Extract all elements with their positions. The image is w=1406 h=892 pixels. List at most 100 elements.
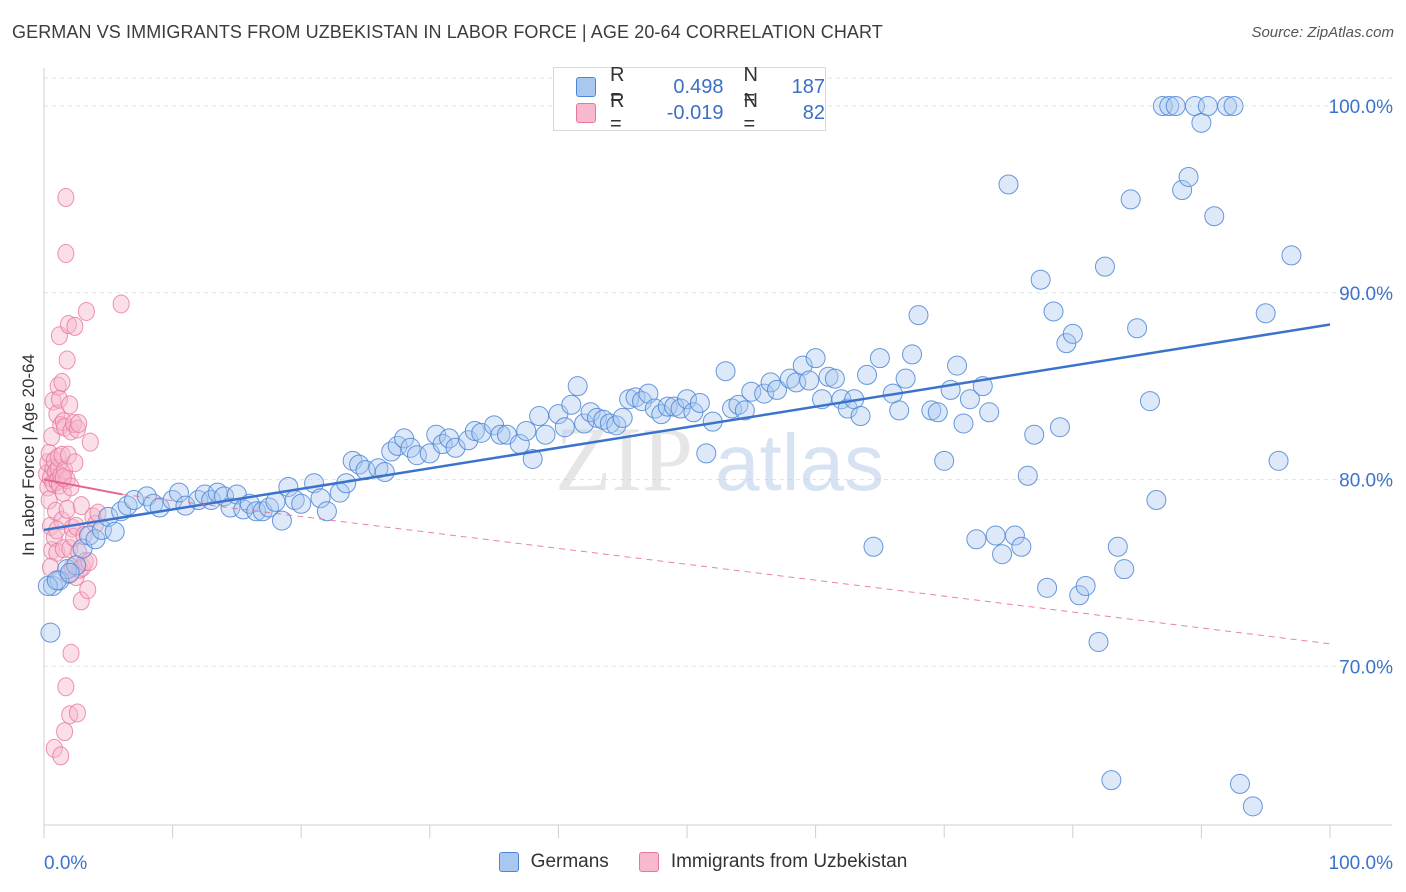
series-swatch-germans [498, 852, 519, 872]
uzbek-point [58, 499, 76, 519]
german-point [959, 389, 980, 410]
uzbek-point [77, 301, 95, 321]
german-point [46, 570, 67, 591]
german-point [104, 521, 125, 542]
uzbek-trend-line-solid [43, 478, 123, 496]
legend-swatch-germans [576, 77, 596, 97]
german-point [1159, 96, 1180, 117]
uzbek-point [56, 722, 74, 742]
german-point [1024, 424, 1045, 445]
y-axis-label: In Labor Force | Age 20-64 [19, 354, 38, 556]
german-point [259, 497, 280, 518]
german-point [567, 376, 588, 397]
uzbek-point [70, 413, 88, 433]
legend-n-value-germans: 187 [791, 75, 825, 98]
trend-layer [43, 323, 1331, 645]
german-point [953, 413, 974, 434]
german-point [1011, 536, 1032, 557]
uzbek-point [80, 552, 98, 572]
german-point [124, 490, 145, 511]
chart-title: GERMAN VS IMMIGRANTS FROM UZBEKISTAN IN … [12, 22, 883, 42]
german-point [908, 305, 929, 326]
uzbek-point [75, 526, 93, 546]
uzbek-point [52, 746, 70, 766]
german-point [1037, 577, 1058, 598]
label-layer: 70.0% 80.0% 90.0% 100.0% 0.0% 100.0% In Labor … [19, 97, 1393, 874]
uzbek-point [66, 453, 84, 473]
german-point [368, 458, 389, 479]
uzbek-points [38, 188, 130, 766]
german-point [625, 387, 646, 408]
german-point [1107, 536, 1128, 557]
legend-n-label: N = [743, 64, 758, 109]
german-point [310, 488, 331, 509]
german-point [889, 400, 910, 421]
uzbek-point [57, 244, 75, 264]
series-legend-uzbek: Immigrants from Uzbekistan [638, 851, 908, 873]
series-label-germans: Germans [530, 851, 609, 872]
german-point [677, 389, 697, 410]
german-point [934, 450, 955, 471]
uzbek-point [45, 738, 63, 758]
uzbek-point [66, 316, 84, 336]
series-label-uzbek: Immigrants from Uzbekistan [670, 851, 908, 872]
german-point [985, 525, 1006, 546]
x-tick-label-max: 100.0% [1329, 853, 1394, 874]
german-point [734, 400, 755, 421]
uzbek-trend-line-dashed [122, 493, 1331, 645]
german-point [1268, 450, 1289, 471]
german-point [406, 445, 427, 466]
german-point [805, 348, 826, 369]
legend-row-germans: R = 0.498 N = 187 [576, 64, 825, 109]
german-point [1075, 575, 1096, 596]
uzbek-point [112, 294, 130, 314]
german-point [998, 174, 1019, 195]
german-point [947, 355, 968, 376]
german-point [1094, 256, 1115, 277]
german-points [37, 96, 1302, 817]
german-point [271, 510, 292, 531]
german-point [850, 406, 871, 427]
german-point [722, 398, 743, 419]
german-point [792, 355, 813, 376]
uzbek-point [59, 315, 77, 335]
uzbek-point [57, 188, 75, 208]
german-point [1204, 206, 1225, 227]
source-credit: Source: ZipAtlas.com [1251, 24, 1394, 41]
german-point [169, 482, 190, 503]
german-point [966, 529, 987, 550]
german-point [117, 495, 138, 516]
legend-r-value-germans: 0.498 [673, 75, 724, 98]
german-point [1049, 417, 1070, 438]
watermark-atlas: atlas [715, 418, 884, 507]
german-point [374, 462, 395, 483]
german-point [574, 413, 595, 434]
german-point [895, 368, 916, 389]
german-point [657, 396, 678, 417]
german-point [522, 448, 543, 469]
german-point [1062, 323, 1083, 344]
german-point [1242, 796, 1263, 817]
german-point [1139, 391, 1160, 412]
german-point [696, 443, 717, 464]
watermark: ZIP atlas [555, 408, 884, 510]
german-point [535, 424, 556, 445]
y-tick-label: 100.0% [1329, 97, 1394, 118]
y-tick-label: 70.0% [1339, 657, 1393, 678]
german-point [554, 417, 575, 438]
german-point [316, 501, 337, 522]
german-point [863, 536, 884, 557]
germans-trend-line [43, 323, 1331, 532]
german-point [715, 361, 736, 382]
german-point [1030, 269, 1051, 290]
german-point [1165, 96, 1186, 117]
german-point [1197, 96, 1218, 117]
german-point [1217, 96, 1238, 117]
series-legend-germans: Germans [498, 851, 609, 873]
german-point [220, 497, 241, 518]
german-point [767, 379, 788, 400]
uzbek-point [57, 677, 75, 697]
german-point [432, 434, 453, 455]
german-point [490, 424, 511, 445]
german-point [381, 441, 402, 462]
